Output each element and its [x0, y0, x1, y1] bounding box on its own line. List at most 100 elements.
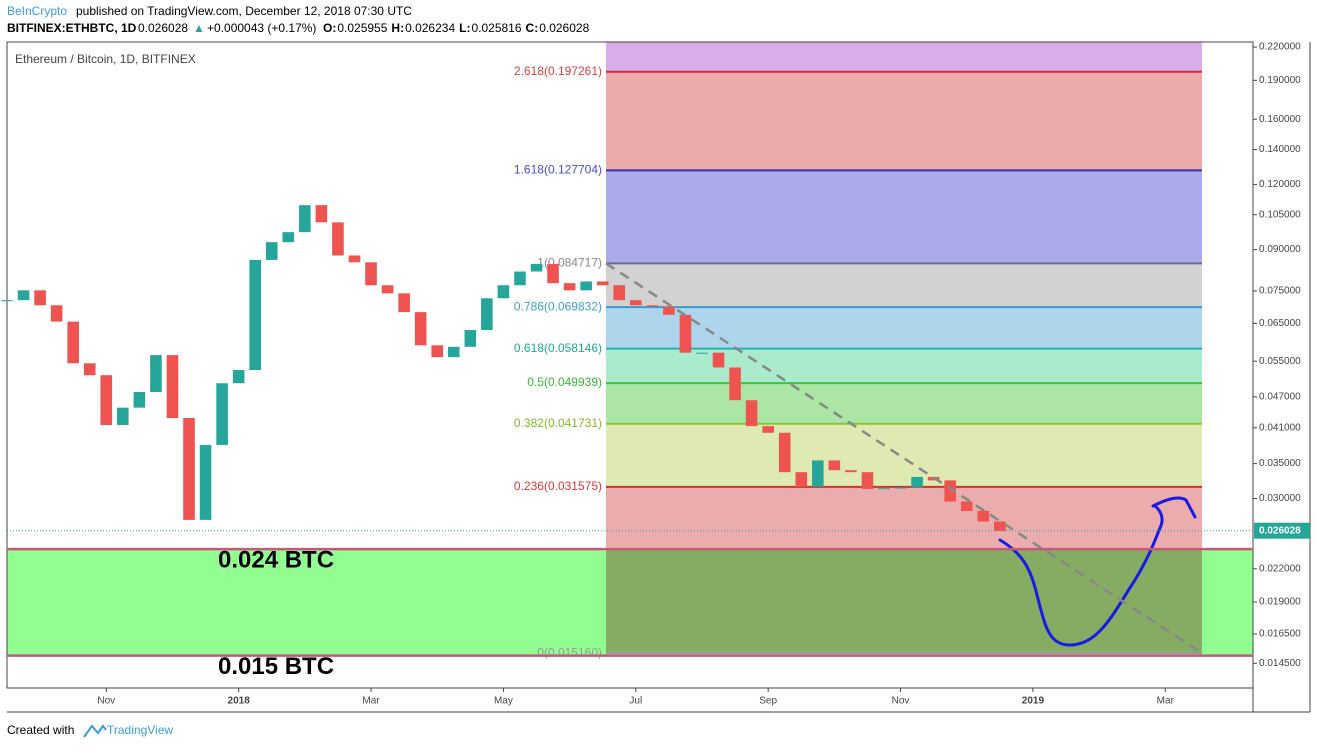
candle	[332, 222, 344, 256]
candle	[778, 432, 791, 473]
fib-zone	[606, 486, 1202, 654]
fib-label: 0.786(0.069832)	[514, 299, 602, 313]
y-tick-label: 0.220000	[1259, 42, 1301, 53]
candle	[911, 476, 923, 488]
candle	[232, 370, 245, 384]
candle	[166, 355, 179, 419]
fib-label: 0.236(0.031575)	[514, 479, 602, 493]
candle	[431, 345, 444, 358]
y-tick-label: 0.030000	[1259, 493, 1301, 504]
candle	[1, 300, 13, 302]
y-tick-label: 0.019000	[1259, 597, 1301, 608]
fib-label: 0.382(0.041731)	[514, 416, 602, 430]
y-tick-label: 0.075000	[1259, 286, 1301, 297]
candle	[679, 314, 692, 353]
candle	[100, 375, 113, 426]
candle	[481, 298, 493, 331]
candle	[960, 501, 973, 511]
x-tick-label: Sep	[759, 696, 777, 707]
candle	[265, 242, 278, 260]
candle	[117, 407, 129, 426]
candle	[547, 263, 559, 284]
y-tick-label: 0.120000	[1259, 179, 1301, 190]
fib-zone	[606, 383, 1202, 424]
fib-zone	[606, 42, 1202, 72]
fib-zone	[606, 348, 1202, 384]
y-tick-label: 0.047000	[1259, 391, 1301, 402]
candle	[613, 285, 626, 301]
fib-label: 0.618(0.058146)	[514, 341, 602, 355]
y-tick-label: 0.035000	[1259, 458, 1301, 469]
x-tick-label: 2019	[1022, 696, 1045, 707]
y-tick-label: 0.014500	[1259, 658, 1301, 669]
candle	[348, 255, 361, 263]
candle	[580, 281, 592, 291]
candle	[878, 488, 890, 490]
y-tick-label: 0.016500	[1259, 629, 1301, 640]
y-tick-label: 0.090000	[1259, 244, 1301, 255]
candle	[447, 346, 460, 358]
x-tick-label: Jul	[629, 696, 642, 707]
candle	[249, 259, 261, 371]
candle	[464, 330, 477, 347]
candle	[596, 281, 609, 286]
x-tick-label: Mar	[362, 696, 380, 707]
fib-label: 1.618(0.127704)	[514, 163, 602, 177]
candle	[845, 470, 857, 473]
fib-zone	[606, 423, 1202, 487]
candle	[894, 487, 907, 489]
candle	[944, 480, 956, 502]
fib-zone	[606, 170, 1202, 264]
zone-label: 0.015 BTC	[218, 653, 334, 680]
candle	[150, 355, 162, 393]
candle	[514, 271, 526, 286]
candle	[729, 367, 741, 401]
candle	[646, 305, 659, 307]
fib-zone	[606, 71, 1202, 171]
candle	[812, 460, 824, 487]
candle	[381, 285, 394, 294]
candle	[994, 521, 1006, 531]
zone-label: 0.024 BTC	[218, 546, 334, 573]
author[interactable]: BeInCrypto	[7, 4, 67, 18]
y-tick-label: 0.160000	[1259, 114, 1301, 125]
x-tick-label: Mar	[1157, 696, 1175, 707]
ohlc-item: O:	[323, 21, 336, 35]
candle	[563, 283, 576, 291]
ohlc-item: 0.025955	[337, 21, 387, 35]
candle	[745, 400, 758, 427]
arrow: ▲	[193, 21, 205, 35]
candle	[50, 305, 63, 322]
candle	[365, 262, 377, 286]
candle	[67, 321, 79, 364]
symbol: BITFINEX:ETHBTC, 1D	[7, 21, 137, 35]
x-tick-label: 2018	[228, 696, 251, 707]
candle	[795, 472, 808, 487]
footer-text: Created with	[7, 723, 74, 737]
x-tick-label: Nov	[892, 696, 910, 707]
candle	[712, 352, 725, 368]
y-tick-label: 0.041000	[1259, 422, 1301, 433]
y-tick-label: 0.055000	[1259, 356, 1301, 367]
candle	[299, 205, 311, 233]
fib-label: 0(0.015160)	[537, 645, 602, 659]
candle	[315, 205, 328, 223]
candle	[199, 444, 212, 520]
y-tick-label: 0.065000	[1259, 318, 1301, 329]
last-price-box	[1254, 522, 1310, 539]
candle	[133, 392, 146, 408]
fib-zone	[606, 307, 1202, 349]
published: published on TradingView.com, December 1…	[76, 4, 412, 18]
candle	[497, 285, 510, 299]
ohlc: O: 0.025955 H: 0.026234 L: 0.025816 C: 0.026028	[323, 21, 590, 35]
fib-label: 0.5(0.049939)	[527, 375, 602, 389]
ohlc-item: 0.026028	[539, 21, 589, 35]
candle	[398, 293, 410, 313]
ohlc-item: 0.025816	[471, 21, 521, 35]
price: 0.026028	[138, 21, 188, 35]
footer-brand[interactable]: TradingView	[107, 723, 173, 737]
candle	[216, 383, 228, 445]
candle	[83, 363, 96, 376]
